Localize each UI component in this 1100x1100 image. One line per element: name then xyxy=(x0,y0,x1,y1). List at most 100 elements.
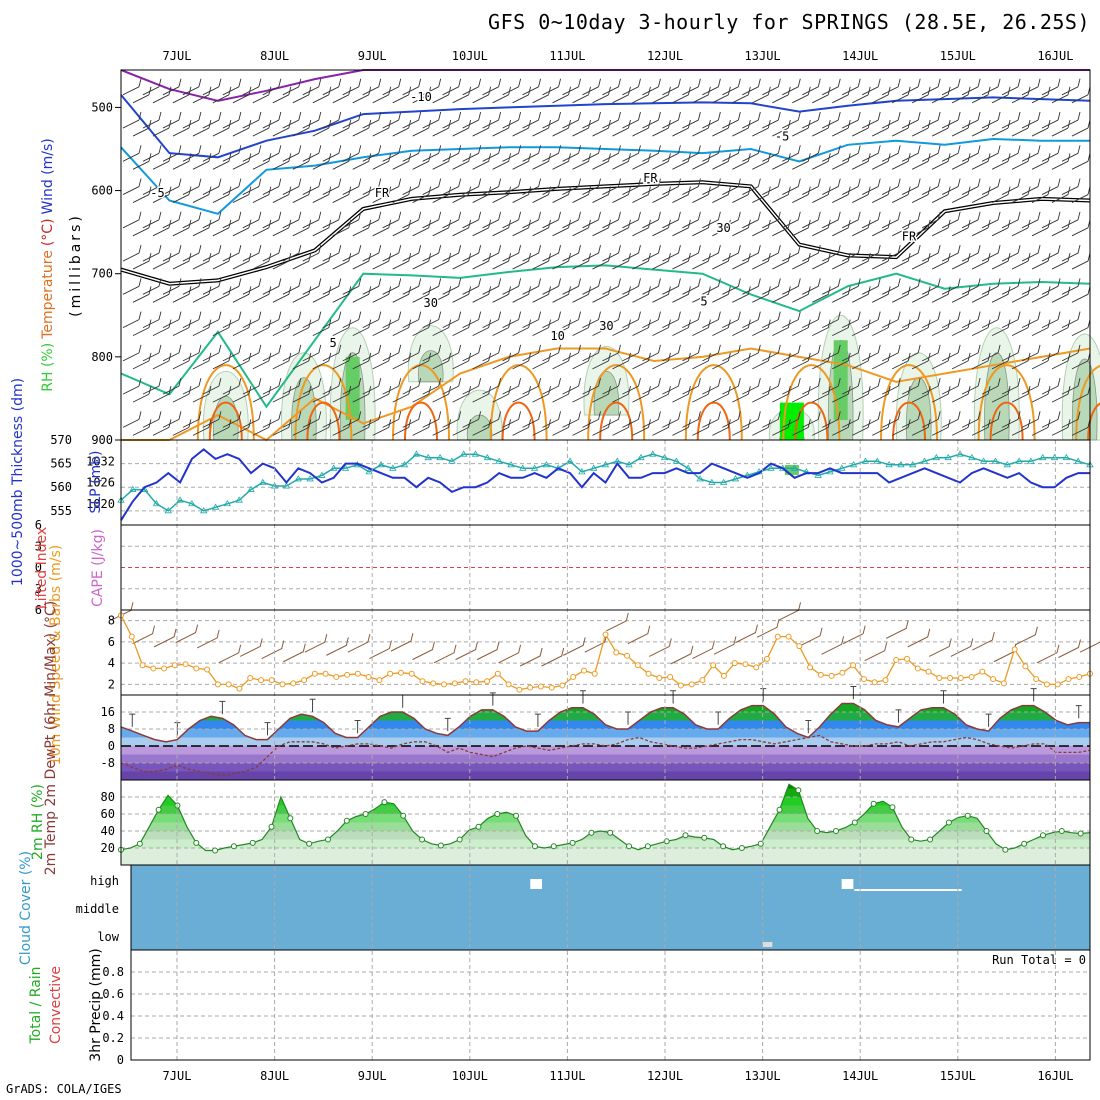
wind-barb xyxy=(1011,319,1031,336)
isotherm-loop xyxy=(989,401,1024,441)
isotherm-loop xyxy=(880,364,938,441)
wind-barb xyxy=(702,311,721,328)
wind-barb xyxy=(222,211,242,229)
wind-barb-10m xyxy=(1015,626,1038,646)
rh-band xyxy=(121,848,1090,865)
wind-barb xyxy=(672,419,691,436)
slp-line xyxy=(120,453,1091,512)
rh-tick-label: 40 xyxy=(101,824,115,838)
wind-barb xyxy=(612,119,631,137)
slp-marker xyxy=(377,461,385,468)
rh-marker xyxy=(1002,846,1009,853)
wind-barb xyxy=(891,153,911,170)
minmax-bar xyxy=(399,694,406,708)
ylabel-part: Temperature xyxy=(40,250,56,340)
wind-barb xyxy=(822,111,841,129)
wind-barb xyxy=(252,286,272,303)
wind-speed-marker xyxy=(947,675,954,681)
wind-barb xyxy=(442,411,462,428)
temp-band xyxy=(121,712,1090,721)
precip-ylabel-part: Convective xyxy=(48,966,64,1044)
wind-barb xyxy=(1061,111,1081,129)
wind-barb xyxy=(652,319,671,336)
wind-speed-marker xyxy=(1011,646,1018,653)
rh-marker xyxy=(1039,832,1046,839)
slp-marker xyxy=(436,453,444,461)
pressure-tick-label: 500 xyxy=(91,100,113,114)
wind-barb xyxy=(1021,344,1041,362)
wind-barb-10m xyxy=(412,641,435,661)
wind-barb xyxy=(1061,411,1081,428)
wind-barb xyxy=(172,86,192,104)
rh-marker xyxy=(1077,830,1084,837)
wind-barb xyxy=(842,344,861,362)
wind-barb xyxy=(872,86,891,104)
wind-barb xyxy=(961,178,981,195)
slp-marker xyxy=(814,471,822,478)
wind-barb xyxy=(242,111,262,129)
wind-barb xyxy=(532,352,552,370)
wind-barb xyxy=(392,386,412,403)
wind-barb xyxy=(802,311,821,328)
wind-barb xyxy=(951,286,971,303)
wind-barb xyxy=(462,111,482,129)
wind-barb xyxy=(682,244,701,262)
wind-barb xyxy=(472,219,492,237)
wind-barb xyxy=(682,411,701,428)
wind-barb xyxy=(901,311,921,328)
wind-speed-line xyxy=(120,615,1091,691)
wind-speed-marker xyxy=(204,666,211,673)
wind-barb-10m xyxy=(799,627,823,647)
wind-barb xyxy=(392,252,412,270)
wind-barb-10m xyxy=(562,637,586,656)
wind-barb xyxy=(332,252,352,270)
wind-barb xyxy=(941,178,961,195)
wind-barb-10m xyxy=(778,602,802,621)
wind-barb xyxy=(971,219,991,237)
wind-barb xyxy=(672,252,691,270)
wind-barb xyxy=(931,153,951,170)
wind-barb xyxy=(792,286,811,303)
slp-marker xyxy=(1050,453,1059,461)
wind-ylabel: 10m Wind Speed & Barbs (m/s) xyxy=(48,545,64,765)
wind-barb xyxy=(502,278,522,295)
wind-barb xyxy=(262,78,282,96)
wind-barb xyxy=(901,244,921,262)
wind-barb xyxy=(562,311,581,328)
wind-barb xyxy=(462,411,482,428)
wind-barb xyxy=(1061,145,1081,162)
rh-marker xyxy=(870,800,877,807)
wind-barb xyxy=(692,186,711,203)
wind-barb xyxy=(1031,219,1051,237)
contour-label: 30 xyxy=(599,319,613,333)
wind-barb xyxy=(911,319,931,336)
contour-label: FR xyxy=(375,186,390,200)
isotherm-line xyxy=(120,264,1091,409)
wind-barb xyxy=(442,178,462,195)
wind-barb xyxy=(522,78,542,96)
slp-marker xyxy=(294,475,302,482)
wind-barb xyxy=(752,419,771,436)
wind-barb xyxy=(532,153,552,170)
wind-barb xyxy=(522,111,542,129)
wind-barb xyxy=(222,78,242,96)
rh-marker xyxy=(851,819,858,826)
wind-barb xyxy=(632,186,651,203)
wind-barb xyxy=(901,278,921,295)
wind-barb xyxy=(402,344,422,362)
wind-barb xyxy=(951,419,971,436)
wind-barb xyxy=(732,86,751,104)
wind-barb xyxy=(392,153,412,170)
wind-barb xyxy=(542,378,561,395)
isotherm-loop xyxy=(306,401,341,441)
wind-barb xyxy=(1041,244,1061,262)
wind-barb xyxy=(792,119,811,137)
rh-marker xyxy=(983,828,990,834)
wind-barb xyxy=(352,186,372,203)
wind-barb xyxy=(272,286,292,303)
wind-barb xyxy=(931,119,951,137)
wind-barb xyxy=(702,344,721,362)
wind-barb xyxy=(1001,411,1021,428)
wind-barb xyxy=(842,145,861,162)
ylabel-part: RH (%) xyxy=(40,343,56,392)
